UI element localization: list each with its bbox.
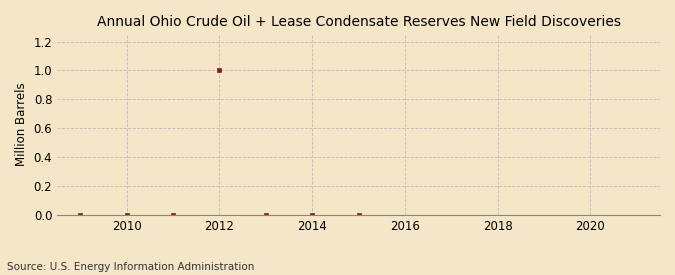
Y-axis label: Million Barrels: Million Barrels: [15, 83, 28, 166]
Title: Annual Ohio Crude Oil + Lease Condensate Reserves New Field Discoveries: Annual Ohio Crude Oil + Lease Condensate…: [97, 15, 620, 29]
Text: Source: U.S. Energy Information Administration: Source: U.S. Energy Information Administ…: [7, 262, 254, 272]
